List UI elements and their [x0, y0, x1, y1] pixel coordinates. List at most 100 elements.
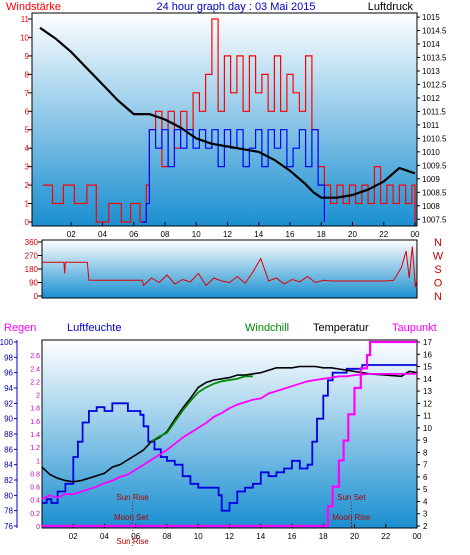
wind-direction-plot-area	[41, 239, 418, 299]
humidity-y-tick-label: 90	[4, 415, 13, 424]
wind-y-tick-label: 9	[25, 52, 30, 61]
humidity-y-tick-label: 92	[4, 399, 13, 408]
humidity-y-tick-label: 94	[4, 384, 13, 393]
humidity-y-tick-label: 88	[4, 430, 13, 439]
direction-letter: N	[434, 291, 442, 303]
temperature-y-tick-label: 9	[423, 436, 428, 445]
pressure-y-tick-label: 1012.5	[422, 80, 447, 89]
rain-y-axis: 0 0.2 0.4 0.6 0.8 1 1.2 1.4 1.6 1.8 2 2.2 2.4 2.6	[30, 353, 40, 531]
wind-y-tick-label: 8	[25, 70, 30, 79]
temperature-y-tick-label: 7	[423, 461, 428, 470]
temperature-line	[41, 365, 418, 483]
wind-x-tick-label: 00	[411, 230, 420, 239]
direction-letter: W	[433, 251, 444, 263]
sun-moon-label: Moon Set	[114, 513, 149, 522]
direction-letter: N	[434, 237, 442, 249]
pressure-y-tick-label: 1009	[422, 175, 440, 184]
wind-x-tick-label: 10	[192, 230, 201, 239]
temperature-x-tick-label: 02	[69, 532, 78, 541]
wind-x-tick-label: 20	[348, 230, 357, 239]
gust-line	[141, 129, 325, 223]
direction-y-axis: 0 90 180 270 360	[25, 238, 42, 301]
temperature-y-tick-label: 10	[423, 424, 432, 433]
humidity-y-tick-label: 80	[4, 491, 13, 500]
rain-axis-label: Regen	[4, 322, 36, 334]
dewpoint-line	[41, 373, 417, 500]
pressure-y-tick-label: 1008	[422, 202, 440, 211]
direction-line	[42, 246, 418, 288]
pressure-y-tick-label: 1007.5	[422, 215, 447, 224]
rain-y-tick-label: 1.2	[30, 445, 40, 452]
temperature-x-tick-label: 16	[288, 532, 297, 541]
temperature-x-tick-label: 18	[319, 532, 328, 541]
pressure-y-tick-label: 1011.5	[422, 107, 446, 116]
rain-y-tick-label: 0.8	[30, 471, 40, 478]
temperature-y-tick-label: 17	[423, 338, 432, 347]
humidity-axis-label: Luftfeuchte	[67, 322, 121, 334]
dewpoint-axis-label: Taupunkt	[392, 322, 437, 334]
wind-line	[43, 18, 416, 223]
temperature-x-tick-label: 04	[100, 532, 109, 541]
pressure-y-tick-label: 1013	[422, 67, 440, 76]
rain-y-tick-label: 0.6	[30, 485, 40, 492]
windchill-line	[150, 375, 253, 443]
temperature-y-tick-label: 6	[423, 473, 428, 482]
wind-y-tick-label: 4	[25, 144, 30, 153]
temperature-x-tick-label: 10	[194, 532, 203, 541]
rain-y-tick-label: 1.6	[30, 419, 40, 426]
temperature-y-tick-label: 3	[423, 510, 428, 519]
windchill-axis-label: Windchill	[245, 322, 289, 334]
wind-y-tick-label: 11	[21, 15, 30, 24]
temperature-humidity-panel: Regen Luftfeuchte Windchill Temperatur T…	[0, 322, 437, 546]
wind-y-tick-label: 1	[25, 200, 30, 209]
pressure-y-tick-label: 1012	[422, 94, 440, 103]
humidity-y-axis: 76 78 80 82 84 86 88 90 92 94 96 98 100	[0, 338, 18, 531]
rain-y-tick-label: 0.4	[30, 498, 40, 505]
wind-x-tick-label: 18	[317, 230, 326, 239]
sun-moon-label: Sun Set	[337, 493, 366, 502]
wind-x-tick-label: 04	[98, 230, 107, 239]
humidity-y-tick-label: 86	[4, 445, 13, 454]
temperature-y-axis: 2 3 4 5 6 7 8 9 10 11 12 13 14 15 16 17	[417, 338, 432, 531]
wind-x-tick-label: 16	[286, 230, 295, 239]
pressure-y-tick-label: 1013.5	[422, 53, 447, 62]
pressure-y-axis: 1007.5 1008 1008.5 1009 1009.5 1010 1010.5 1011…	[417, 13, 447, 224]
pressure-axis-label: Luftdruck	[368, 1, 414, 13]
wind-x-tick-label: 02	[67, 230, 76, 239]
wind-pressure-series	[39, 18, 416, 223]
pressure-y-tick-label: 1009.5	[422, 161, 447, 170]
rain-y-tick-label: 2.2	[30, 379, 40, 386]
wind-pressure-panel: Windstärke 24 hour graph day : 03 Mai 20…	[6, 1, 447, 239]
temperature-y-tick-label: 5	[423, 485, 428, 494]
rain-y-tick-label: 0	[36, 524, 40, 531]
temperature-x-tick-label: 12	[225, 532, 234, 541]
temperature-y-tick-label: 8	[423, 448, 428, 457]
temperature-x-tick-label: 14	[256, 532, 265, 541]
wind-axis-label: Windstärke	[6, 1, 61, 13]
temperature-y-tick-label: 4	[423, 497, 428, 506]
direction-y-tick-label: 360	[25, 238, 39, 247]
temperature-series	[41, 340, 418, 528]
rain-line	[42, 340, 417, 528]
direction-y-tick-label: 0	[34, 292, 39, 301]
temperature-y-tick-label: 14	[423, 375, 432, 384]
temperature-x-axis: 02 04 06 08 10 12 14 16 18 20 22 00	[69, 524, 422, 541]
wind-x-tick-label: 08	[161, 230, 170, 239]
wind-y-tick-label: 10	[20, 33, 29, 42]
pressure-y-tick-label: 1011	[422, 121, 440, 130]
chart-title: 24 hour graph day : 03 Mai 2015	[156, 1, 315, 13]
pressure-y-tick-label: 1010	[422, 148, 440, 157]
rain-y-tick-label: 2.6	[30, 353, 40, 360]
rain-y-tick-label: 1.4	[30, 432, 40, 439]
temperature-y-tick-label: 2	[423, 522, 428, 531]
wind-pressure-plot-area	[31, 12, 418, 227]
wind-y-tick-label: 2	[25, 181, 30, 190]
rain-y-tick-label: 1	[36, 458, 40, 465]
humidity-y-tick-label: 96	[4, 369, 13, 378]
direction-series	[42, 246, 418, 288]
sun-moon-label: Sun Rise	[116, 537, 149, 546]
wind-y-tick-label: 0	[25, 218, 30, 227]
temperature-axis-label: Temperatur	[313, 322, 369, 334]
